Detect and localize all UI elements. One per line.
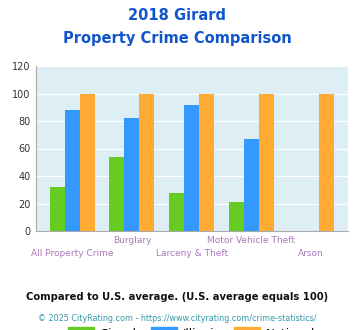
Text: Compared to U.S. average. (U.S. average equals 100): Compared to U.S. average. (U.S. average … [26,292,329,302]
Bar [109,157,125,231]
Bar [319,93,334,231]
Bar [65,110,80,231]
Bar [80,93,94,231]
Bar [125,118,140,231]
Bar [259,93,274,231]
Bar [169,192,184,231]
Bar [244,139,259,231]
Text: Burglary: Burglary [113,236,151,245]
Bar [140,93,154,231]
Bar [199,93,214,231]
Text: Arson: Arson [299,249,324,258]
Bar [184,105,199,231]
Legend: Girard, Illinois, National: Girard, Illinois, National [63,323,321,330]
Text: © 2025 CityRating.com - https://www.cityrating.com/crime-statistics/: © 2025 CityRating.com - https://www.city… [38,314,317,323]
Bar [229,202,244,231]
Text: All Property Crime: All Property Crime [31,249,113,258]
Bar [50,187,65,231]
Text: Motor Vehicle Theft: Motor Vehicle Theft [207,236,295,245]
Text: 2018 Girard: 2018 Girard [129,8,226,23]
Text: Property Crime Comparison: Property Crime Comparison [63,31,292,46]
Text: Larceny & Theft: Larceny & Theft [155,249,228,258]
